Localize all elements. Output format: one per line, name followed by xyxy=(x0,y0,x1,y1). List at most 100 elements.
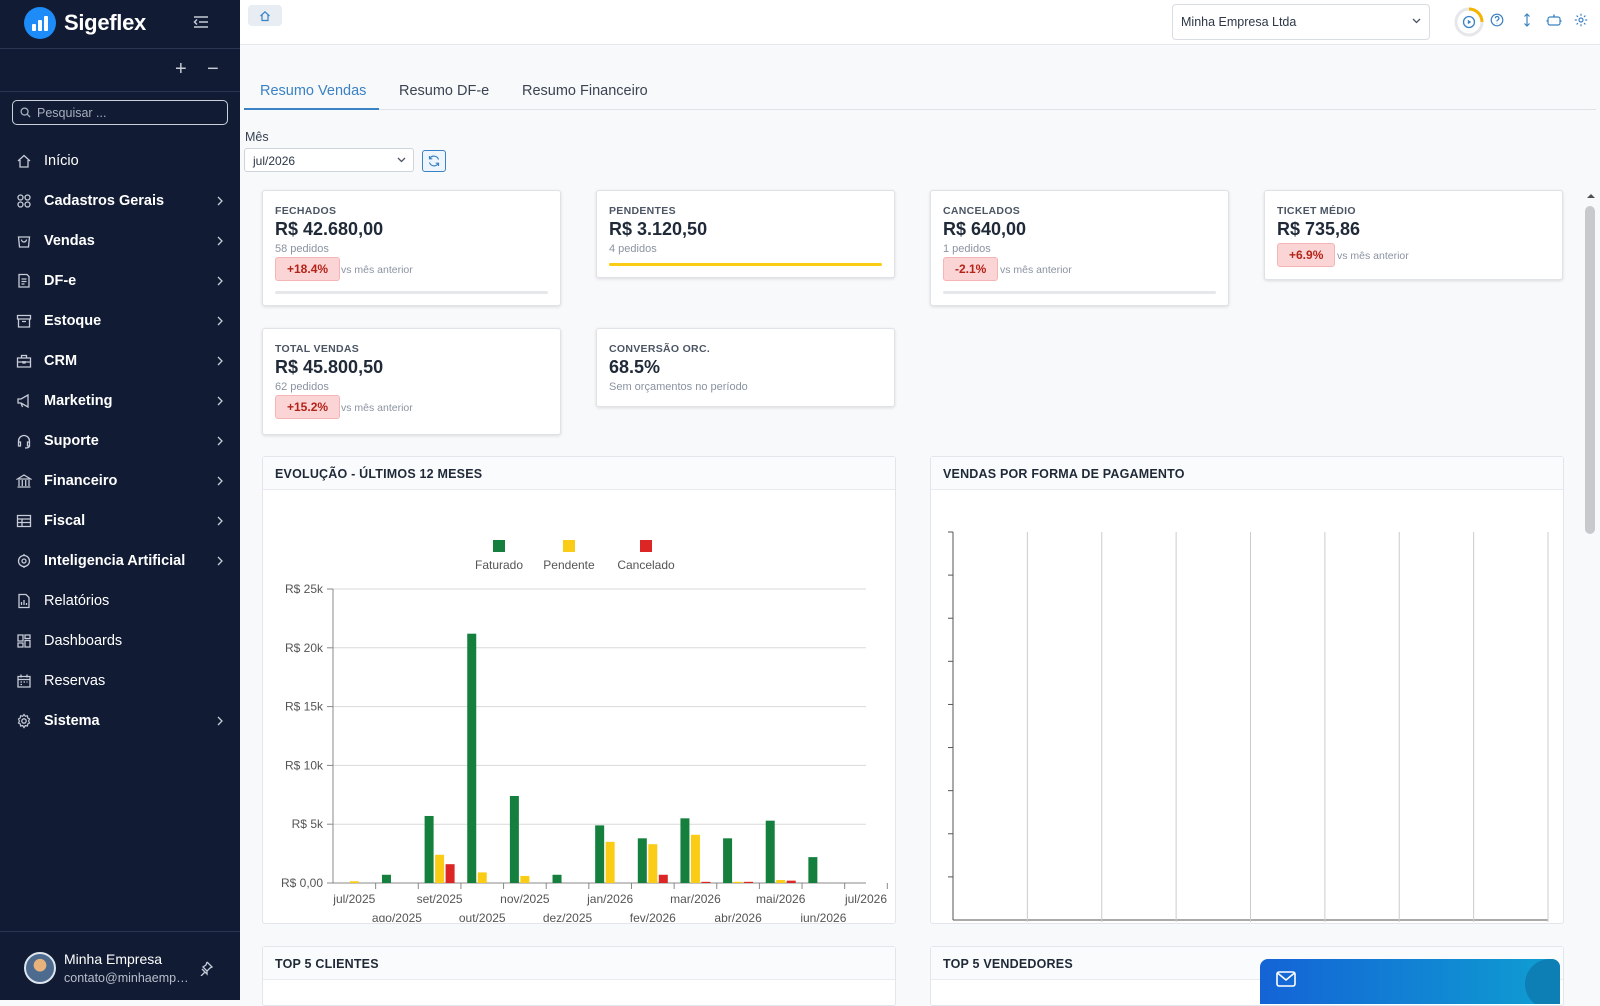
robot-icon[interactable] xyxy=(1546,13,1562,32)
sidebar-item-suporte[interactable]: Suporte xyxy=(0,421,240,461)
avatar[interactable] xyxy=(24,952,56,984)
sidebar-item-df-e[interactable]: DF-e xyxy=(0,261,240,301)
legend-label[interactable]: Faturado xyxy=(475,558,523,572)
sidebar-item-label: Financeiro xyxy=(44,473,118,489)
more-vertical-icon[interactable] xyxy=(1520,13,1534,32)
bar-faturado[interactable] xyxy=(595,825,605,883)
play-tour-icon[interactable] xyxy=(1454,7,1484,42)
bar-pendente[interactable] xyxy=(349,881,359,883)
sidebar-item-label: DF-e xyxy=(44,273,77,289)
chevron-right-icon xyxy=(216,514,224,532)
x-tick-label: jun/2026 xyxy=(799,911,846,922)
legend-swatch[interactable] xyxy=(640,540,652,552)
scroll-up-icon[interactable] xyxy=(1585,192,1597,200)
sidebar-item-label: Vendas xyxy=(44,233,95,249)
bar-pendente[interactable] xyxy=(648,844,658,883)
kpi-title: TICKET MÉDIO xyxy=(1277,205,1356,217)
pin-icon[interactable] xyxy=(198,960,214,981)
collapse-all-icon[interactable]: − xyxy=(207,58,219,80)
x-tick-label: dez/2025 xyxy=(543,911,593,922)
chat-badge xyxy=(1525,959,1560,1004)
app-name: Sigeflex xyxy=(64,10,146,35)
bar-cancelado[interactable] xyxy=(786,880,796,883)
bar-faturado[interactable] xyxy=(509,795,519,883)
sidebar-menu: Início Cadastros Gerais Vendas DF-e Estoque C… xyxy=(0,141,240,741)
bar-pendente[interactable] xyxy=(776,880,786,883)
bar-faturado[interactable] xyxy=(424,815,434,883)
bar-cancelado[interactable] xyxy=(445,864,455,883)
bar-cancelado[interactable] xyxy=(658,874,668,883)
kpi-sub: 4 pedidos xyxy=(609,243,657,255)
bar-cancelado[interactable] xyxy=(744,881,754,883)
kpi-sub: Sem orçamentos no período xyxy=(609,381,748,393)
company-select[interactable]: Minha Empresa Ltda xyxy=(1172,4,1430,40)
bar-faturado[interactable] xyxy=(381,874,391,883)
bar-faturado[interactable] xyxy=(467,633,477,883)
sidebar-item-fiscal[interactable]: Fiscal xyxy=(0,501,240,541)
kpi-value: R$ 640,00 xyxy=(943,219,1027,239)
app-logo[interactable]: Sigeflex xyxy=(0,0,240,46)
sidebar-item-financeiro[interactable]: Financeiro xyxy=(0,461,240,501)
tab-resumo-vendas[interactable]: Resumo Vendas xyxy=(244,74,379,110)
x-tick-label: mar/2026 xyxy=(670,892,721,906)
chat-launcher[interactable] xyxy=(1260,959,1560,1004)
legend-swatch[interactable] xyxy=(563,540,575,552)
bar-faturado[interactable] xyxy=(637,838,647,883)
sidebar-item-relatorios[interactable]: Relatórios xyxy=(0,581,240,621)
sidebar-item-vendas[interactable]: Vendas xyxy=(0,221,240,261)
search-input[interactable] xyxy=(37,105,217,120)
bar-pendente[interactable] xyxy=(733,881,743,883)
bar-faturado[interactable] xyxy=(765,820,775,883)
sidebar-item-sistema[interactable]: Sistema xyxy=(0,701,240,741)
tab-resumo-financeiro[interactable]: Resumo Financeiro xyxy=(522,83,648,99)
bar-faturado[interactable] xyxy=(723,838,733,883)
panel-title: VENDAS POR FORMA DE PAGAMENTO xyxy=(931,457,1563,490)
month-select[interactable]: jul/2026 xyxy=(244,148,414,172)
user-profile[interactable]: Minha Empresa contato@minhaempresa.com.b… xyxy=(0,931,240,1000)
expand-all-icon[interactable]: + xyxy=(175,58,187,80)
sidebar-item-estoque[interactable]: Estoque xyxy=(0,301,240,341)
page-scrollbar[interactable] xyxy=(1584,190,1598,990)
bar-pendente[interactable] xyxy=(690,834,700,883)
sidebar-item-label: Fiscal xyxy=(44,513,86,529)
panel-title: EVOLUÇÃO - ÚLTIMOS 12 MESES xyxy=(263,457,895,490)
scrollbar-thumb[interactable] xyxy=(1585,206,1595,534)
bar-faturado[interactable] xyxy=(808,857,818,883)
legend-label[interactable]: Pendente xyxy=(543,558,595,572)
receipt-icon xyxy=(16,273,32,289)
kpi-title: FECHADOS xyxy=(275,205,337,217)
home-button[interactable] xyxy=(248,5,282,26)
legend-label[interactable]: Cancelado xyxy=(617,558,675,572)
sidebar-item-inteligencia-artificial[interactable]: Inteligencia Artificial xyxy=(0,541,240,581)
sidebar-item-reservas[interactable]: Reservas xyxy=(0,661,240,701)
tab-bar: Resumo Vendas Resumo DF-e Resumo Finance… xyxy=(244,74,1596,110)
bar-pendente[interactable] xyxy=(520,875,530,883)
help-icon[interactable] xyxy=(1490,13,1504,32)
sidebar-item-crm[interactable]: CRM xyxy=(0,341,240,381)
kpi-progress xyxy=(275,291,548,294)
collapse-sidebar-icon[interactable] xyxy=(193,15,209,34)
bar-pendente[interactable] xyxy=(435,854,445,883)
tab-resumo-dfe[interactable]: Resumo DF-e xyxy=(399,83,490,99)
refresh-button[interactable] xyxy=(422,150,446,172)
kpi-card-ticket-medio: TICKET MÉDIO R$ 735,86 +6.9% vs mês ante… xyxy=(1264,190,1563,280)
kpi-card-total-vendas: TOTAL VENDAS R$ 45.800,50 62 pedidos +15… xyxy=(262,328,561,435)
payment-chart-panel: VENDAS POR FORMA DE PAGAMENTO xyxy=(930,456,1564,924)
sidebar-item-dashboards[interactable]: Dashboards xyxy=(0,621,240,661)
bar-faturado[interactable] xyxy=(680,818,690,883)
bar-pendente[interactable] xyxy=(605,841,615,883)
sidebar-item-label: Suporte xyxy=(44,433,99,449)
y-tick-label: R$ 20k xyxy=(285,641,324,655)
sidebar-item-label: CRM xyxy=(44,353,78,369)
x-tick-label: set/2025 xyxy=(417,892,463,906)
sidebar-item-cadastros-gerais[interactable]: Cadastros Gerais xyxy=(0,181,240,221)
x-tick-label: nov/2025 xyxy=(500,892,550,906)
sidebar-item-marketing[interactable]: Marketing xyxy=(0,381,240,421)
sidebar-item-inicio[interactable]: Início xyxy=(0,141,240,181)
y-tick-label: R$ 25k xyxy=(285,582,324,596)
bar-faturado[interactable] xyxy=(552,874,562,883)
bar-cancelado[interactable] xyxy=(701,881,711,883)
bar-pendente[interactable] xyxy=(477,872,487,883)
legend-swatch[interactable] xyxy=(493,540,505,552)
settings-icon[interactable] xyxy=(1574,13,1588,32)
